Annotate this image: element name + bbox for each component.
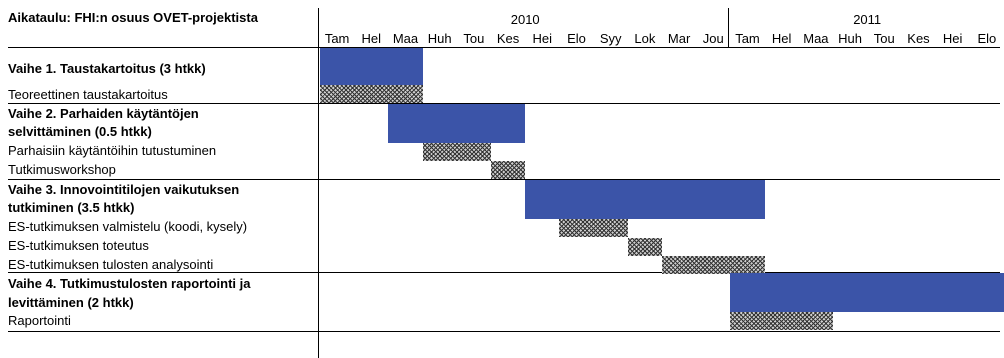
task-bar (422, 143, 491, 161)
row-label-phase-4-line-2: levittäminen (2 htkk) (8, 295, 134, 310)
group-divider-1 (8, 103, 1000, 104)
year-label: 2010 (510, 12, 540, 27)
month-label: Syy (599, 31, 622, 46)
phase-bar (388, 104, 526, 143)
month-label: Hei (942, 31, 963, 46)
task-bar (730, 312, 833, 330)
task-bar (491, 161, 526, 179)
row-label-phase-3-line-2: tutkiminen (3.5 htkk) (8, 200, 135, 215)
group-divider-3 (8, 272, 1000, 273)
year-label: 2011 (853, 12, 882, 27)
row-label-task-4a: Raportointi (8, 313, 71, 328)
month-label: Huh (427, 31, 452, 46)
row-label-task-3a: ES-tutkimuksen valmistelu (koodi, kysely… (8, 219, 248, 234)
month-label: Hel (361, 31, 382, 46)
row-label-phase-4-line-1: Vaihe 4. Tutkimustulosten raportointi ja (8, 276, 251, 291)
group-divider-2 (8, 179, 1000, 180)
month-label: Maa (803, 31, 829, 46)
month-label: Tou (873, 31, 895, 46)
month-label: Tam (735, 31, 760, 46)
phase-bar (730, 273, 1004, 312)
chart-title: Aikataulu: FHI:n osuus OVET-projektista (8, 10, 258, 25)
row-label-phase-1: Vaihe 1. Taustakartoitus (3 htkk) (8, 61, 206, 76)
month-label: Elo (977, 31, 997, 46)
row-label-task-1a: Teoreettinen taustakartoitus (8, 87, 168, 102)
month-label: Mar (667, 31, 691, 46)
group-divider-4 (8, 331, 1000, 332)
month-label: Huh (838, 31, 863, 46)
row-label-phase-2-line-1: Vaihe 2. Parhaiden käytäntöjen (8, 106, 199, 121)
month-label: Tou (463, 31, 485, 46)
header-divider (8, 47, 1000, 48)
label-column-divider (318, 8, 319, 358)
task-bar (627, 238, 662, 256)
task-bar (320, 85, 423, 103)
phase-bar (525, 180, 765, 219)
month-label: Elo (567, 31, 586, 46)
month-label: Tam (324, 31, 350, 46)
task-bar (559, 219, 628, 237)
row-label-phase-3-line-1: Vaihe 3. Innovointitilojen vaikutuksen (8, 182, 240, 197)
year-divider (728, 8, 729, 48)
month-label: Hei (532, 31, 553, 46)
task-bar (662, 256, 765, 274)
month-label: Lok (634, 31, 656, 46)
month-label: Jou (702, 31, 724, 46)
month-label: Hel (771, 31, 792, 46)
row-label-task-3b: ES-tutkimuksen toteutus (8, 238, 149, 253)
row-label-task-2a: Parhaisiin käytäntöihin tutustuminen (8, 143, 217, 158)
row-label-task-3c: ES-tutkimuksen tulosten analysointi (8, 257, 214, 272)
month-label: Maa (392, 31, 419, 46)
row-label-task-2b: Tutkimusworkshop (8, 162, 116, 177)
row-label-phase-2-line-2: selvittäminen (0.5 htkk) (8, 124, 152, 139)
phase-bar (320, 48, 423, 85)
month-label: Kes (496, 31, 520, 46)
month-label: Kes (907, 31, 930, 46)
